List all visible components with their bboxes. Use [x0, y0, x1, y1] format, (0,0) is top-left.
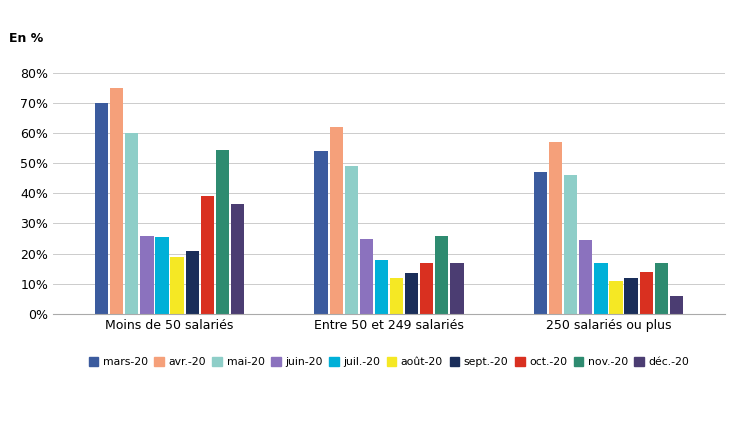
- Bar: [639, 272, 653, 314]
- Bar: [185, 251, 199, 314]
- Bar: [390, 278, 403, 314]
- Bar: [200, 196, 214, 314]
- Bar: [594, 262, 608, 314]
- Bar: [140, 235, 154, 314]
- Bar: [564, 175, 578, 314]
- Bar: [579, 240, 593, 314]
- Bar: [170, 257, 184, 314]
- Bar: [420, 262, 433, 314]
- Bar: [375, 259, 388, 314]
- Bar: [110, 88, 123, 314]
- Bar: [405, 273, 418, 314]
- Bar: [534, 172, 547, 314]
- Legend: mars-20, avr.-20, mai-20, juin-20, juil.-20, août-20, sept.-20, oct.-20, nov.-20: mars-20, avr.-20, mai-20, juin-20, juil.…: [84, 352, 694, 371]
- Bar: [345, 166, 358, 314]
- Bar: [95, 103, 108, 314]
- Bar: [624, 278, 638, 314]
- Bar: [669, 296, 683, 314]
- Bar: [155, 237, 169, 314]
- Bar: [609, 281, 623, 314]
- Bar: [230, 204, 244, 314]
- Bar: [435, 235, 449, 314]
- Bar: [215, 150, 229, 314]
- Text: En %: En %: [9, 32, 44, 45]
- Bar: [549, 142, 562, 314]
- Bar: [450, 262, 464, 314]
- Bar: [360, 238, 373, 314]
- Bar: [330, 127, 343, 314]
- Bar: [315, 151, 328, 314]
- Bar: [654, 262, 668, 314]
- Bar: [125, 133, 139, 314]
